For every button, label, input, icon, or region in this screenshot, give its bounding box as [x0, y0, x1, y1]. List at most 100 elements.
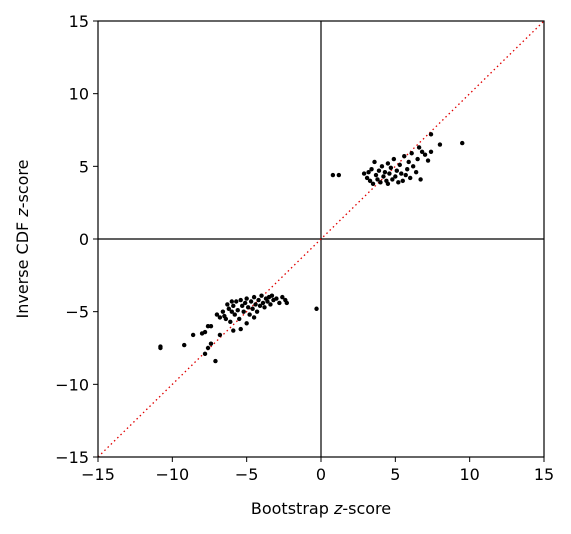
y-tick-label: −10	[55, 375, 89, 394]
x-tick-label: 0	[316, 465, 326, 484]
data-point	[381, 174, 386, 179]
data-point	[419, 149, 425, 154]
data-point	[256, 297, 261, 303]
data-point	[254, 309, 260, 314]
data-point	[425, 158, 431, 163]
x-tick-label: −15	[81, 465, 115, 484]
data-point	[238, 297, 243, 303]
data-point	[231, 303, 236, 309]
data-point	[372, 159, 377, 165]
data-point	[259, 293, 264, 298]
data-point	[242, 300, 248, 306]
data-point	[416, 145, 422, 150]
data-point	[253, 302, 258, 307]
data-point	[409, 151, 414, 156]
data-point	[397, 162, 402, 168]
data-point	[217, 332, 223, 338]
data-point	[367, 178, 373, 184]
x-axis-label: Bootstrap z-score	[251, 499, 391, 518]
data-point	[402, 153, 407, 159]
data-point	[244, 321, 249, 326]
data-point	[280, 294, 285, 300]
data-point	[244, 296, 249, 301]
data-point	[241, 309, 246, 314]
data-point	[390, 177, 395, 182]
data-point	[388, 165, 394, 170]
data-point	[217, 315, 223, 320]
data-point	[265, 299, 270, 304]
data-point	[410, 164, 416, 169]
scatter-points	[158, 132, 465, 364]
data-point	[202, 329, 208, 335]
data-point	[406, 159, 411, 165]
data-point	[260, 300, 266, 306]
x-tick-label: −10	[155, 465, 189, 484]
data-point	[403, 172, 408, 178]
data-point	[208, 324, 214, 329]
data-point	[378, 180, 383, 185]
data-point	[400, 178, 405, 184]
y-tick-label: −15	[55, 448, 89, 467]
data-point	[277, 300, 282, 306]
y-tick-label: 10	[69, 85, 89, 104]
data-point	[437, 142, 443, 147]
data-point	[274, 296, 279, 301]
data-point	[375, 177, 380, 182]
data-point	[422, 152, 428, 157]
data-point	[415, 156, 420, 162]
data-point	[394, 168, 400, 173]
data-point	[240, 303, 245, 309]
data-point	[268, 302, 273, 307]
data-point	[428, 132, 434, 137]
data-point	[257, 303, 263, 309]
data-point	[373, 172, 379, 178]
data-point	[382, 169, 388, 175]
data-point	[396, 180, 401, 185]
data-point	[262, 305, 267, 310]
data-point	[248, 299, 254, 304]
data-point	[369, 167, 374, 172]
data-point	[208, 341, 214, 346]
data-point	[251, 315, 257, 320]
data-point	[385, 161, 391, 166]
y-tick-label: 15	[69, 12, 89, 31]
data-point	[226, 306, 232, 311]
data-point	[234, 299, 239, 304]
y-axis-label: Inverse CDF z-score	[13, 160, 32, 319]
data-point	[361, 171, 367, 176]
data-point	[235, 308, 240, 313]
data-point	[213, 358, 218, 364]
data-point	[205, 345, 211, 351]
data-point	[387, 171, 392, 176]
y-tick-label: −5	[65, 303, 89, 322]
data-point	[408, 175, 413, 181]
data-point	[399, 171, 404, 176]
data-point	[182, 342, 187, 348]
data-point	[232, 312, 237, 317]
data-point	[229, 299, 234, 304]
data-point	[413, 169, 419, 175]
data-point	[225, 302, 230, 307]
y-tick-label: 0	[79, 230, 89, 249]
x-tick-label: −5	[235, 465, 259, 484]
identity-line	[97, 20, 545, 458]
data-point	[314, 306, 319, 311]
data-point	[238, 326, 243, 332]
data-point	[391, 156, 397, 162]
x-tick-label: 10	[459, 465, 479, 484]
data-point	[460, 140, 465, 146]
y-tick-label: 5	[79, 157, 89, 176]
data-point	[336, 172, 342, 178]
x-tick-label: 5	[390, 465, 400, 484]
data-point	[229, 309, 234, 314]
data-point	[223, 316, 229, 322]
data-point	[220, 309, 226, 314]
data-point	[284, 300, 290, 306]
data-point	[251, 294, 257, 300]
data-point	[250, 306, 255, 311]
x-tick-label: 15	[534, 465, 554, 484]
data-point	[418, 177, 423, 182]
data-point	[245, 305, 251, 310]
reference-lines	[97, 20, 545, 458]
